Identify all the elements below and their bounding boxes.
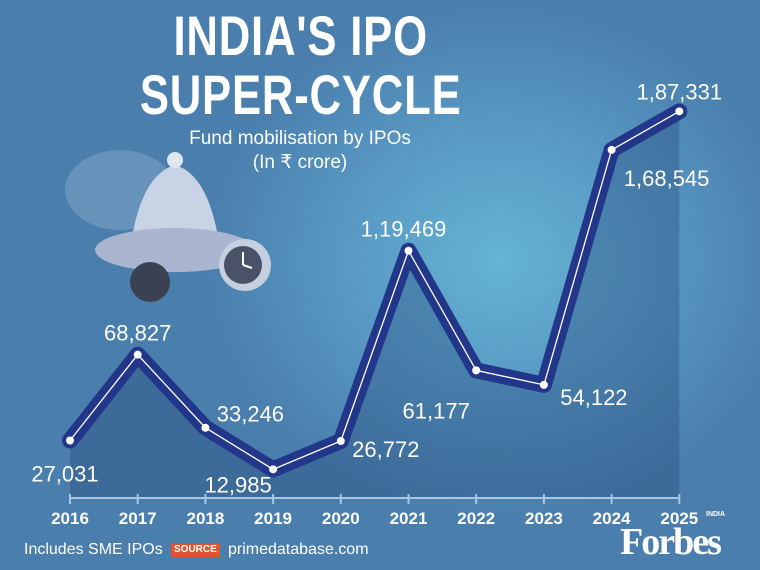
data-point	[66, 436, 74, 445]
data-label: 68,827	[104, 321, 171, 346]
data-point	[336, 437, 345, 446]
footnote: Includes SME IPOs	[24, 541, 163, 558]
data-point	[269, 465, 278, 474]
x-tick-label: 2020	[322, 509, 360, 528]
data-point	[133, 350, 142, 359]
data-label: 26,772	[352, 437, 419, 462]
bell-illustration	[65, 150, 271, 302]
data-label: 12,985	[204, 472, 271, 497]
data-label: 1,19,469	[361, 217, 447, 242]
data-label: 61,177	[403, 398, 470, 423]
data-label: 27,031	[31, 461, 98, 486]
data-label: 33,246	[217, 402, 284, 427]
chart-subtitle: Fund mobilisation by IPOs	[189, 128, 411, 149]
x-tick-label: 2024	[593, 509, 631, 528]
x-tick-label: 2017	[119, 509, 157, 528]
forbes-logo-sub: INDIA	[706, 511, 726, 518]
x-tick-label: 2022	[457, 509, 495, 528]
data-label: 1,87,331	[636, 79, 722, 104]
chart-unit: (In ₹ crore)	[252, 152, 348, 173]
data-point	[607, 145, 616, 154]
forbes-logo: Forbes	[620, 521, 722, 563]
data-label: 54,122	[560, 385, 627, 410]
x-tick-label: 2016	[51, 509, 89, 528]
series-inner-line	[69, 110, 680, 471]
x-tick-label: 2023	[525, 509, 563, 528]
source-text: primedatabase.com	[228, 541, 369, 558]
area-fill	[70, 111, 680, 498]
x-tick-label: 2018	[186, 509, 224, 528]
x-tick-label: 2025	[660, 509, 698, 528]
chart-title-line1: INDIA'S IPO	[173, 4, 428, 67]
chart-title-line2: SUPER-CYCLE	[139, 63, 462, 126]
data-point	[472, 366, 481, 375]
data-point	[539, 380, 548, 389]
x-tick-label: 2019	[254, 509, 292, 528]
data-point	[201, 423, 210, 432]
data-label: 1,68,545	[624, 166, 710, 191]
data-point	[404, 246, 413, 255]
data-point	[675, 107, 684, 116]
x-tick-label: 2021	[390, 509, 428, 528]
source-badge: SOURCE	[171, 543, 220, 557]
